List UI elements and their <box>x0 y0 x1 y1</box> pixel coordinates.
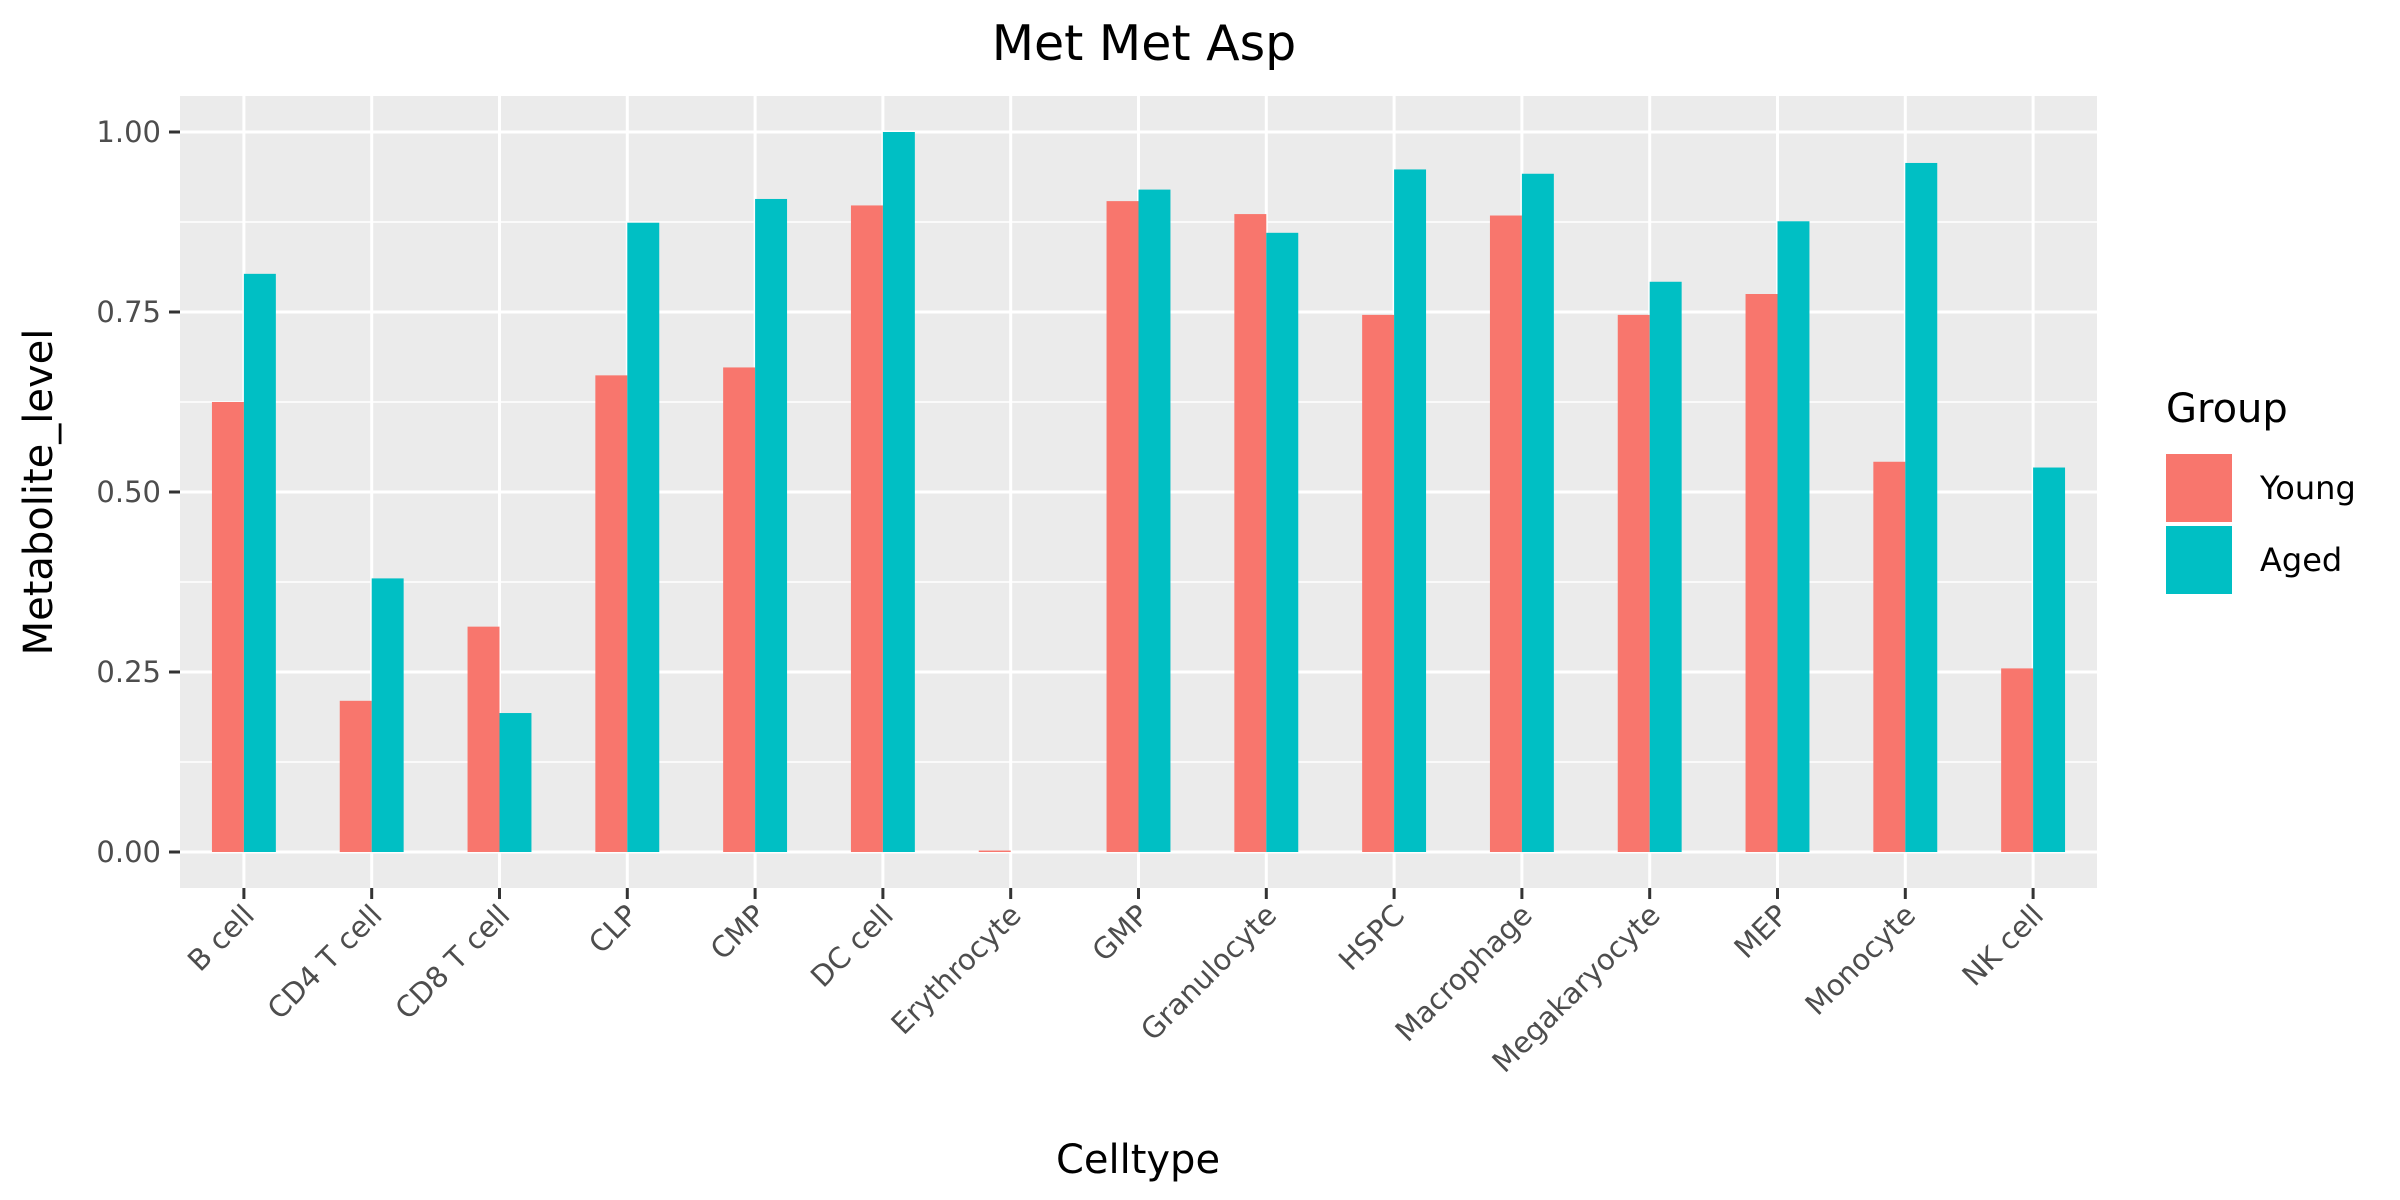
bar-young <box>1745 294 1778 852</box>
x-tick-label: CD4 T cell <box>261 898 389 1026</box>
bar-young <box>1362 314 1395 852</box>
bar-young <box>723 367 756 852</box>
bar-aged <box>1138 189 1171 853</box>
bar-young <box>1106 201 1139 852</box>
bar-aged <box>1777 221 1810 852</box>
x-tick-label: Erythrocyte <box>884 898 1027 1041</box>
bar-young <box>850 205 883 852</box>
bar-aged <box>2033 467 2066 852</box>
legend-key-young <box>2166 454 2232 522</box>
y-tick-label: 0.75 <box>96 295 161 329</box>
legend-title: Group <box>2166 386 2288 432</box>
x-tick-label: Granulocyte <box>1134 898 1283 1047</box>
legend-key-aged <box>2166 526 2232 594</box>
bar-young <box>1234 214 1267 852</box>
bar-young <box>978 850 1011 852</box>
bar-young <box>467 626 500 852</box>
bar-aged <box>755 198 788 852</box>
x-tick-label: CLP <box>582 898 644 960</box>
bar-aged <box>627 222 660 853</box>
bar-aged <box>243 273 276 853</box>
bar-aged <box>1649 281 1682 852</box>
bar-aged <box>1394 169 1427 852</box>
x-axis-title: Celltype <box>1056 1137 1220 1183</box>
x-tick-label: CD8 T cell <box>388 898 516 1026</box>
x-tick-label: HSPC <box>1332 898 1411 977</box>
legend-label-aged: Aged <box>2260 541 2342 579</box>
bar-young <box>339 700 372 852</box>
chart-title: Met Met Asp <box>992 15 1297 72</box>
x-tick-label: DC cell <box>804 898 900 994</box>
bar-young <box>1617 314 1650 852</box>
bar-aged <box>371 578 404 852</box>
x-tick-label: Monocyte <box>1798 898 1922 1022</box>
bar-aged <box>499 713 532 852</box>
y-tick-label: 0.50 <box>96 475 161 509</box>
legend-label-young: Young <box>2259 469 2356 507</box>
y-tick-label: 0.00 <box>96 835 161 869</box>
x-tick-label: GMP <box>1085 898 1155 968</box>
bar-aged <box>1521 173 1554 852</box>
y-tick-label: 0.25 <box>96 655 161 689</box>
y-tick-label: 1.00 <box>96 115 161 149</box>
bar-aged <box>882 132 915 852</box>
bar-young <box>1489 215 1522 852</box>
bar-young <box>211 402 244 852</box>
y-axis: 0.00 0.25 0.50 0.75 1.00 <box>96 115 180 869</box>
bars <box>211 132 2066 853</box>
x-tick-label: B cell <box>181 898 261 978</box>
x-tick-label: CMP <box>704 898 772 966</box>
x-axis: B cell CD4 T cell CD8 T cell CLP CMP DC cellE… <box>181 888 2050 1079</box>
bar-aged <box>1266 232 1299 853</box>
bar-young <box>1873 461 1906 852</box>
y-axis-title: Metabolite_level <box>16 329 62 656</box>
bar-aged <box>1905 162 1938 852</box>
bar-young <box>2001 668 2034 852</box>
x-tick-label: NK cell <box>1955 898 2050 993</box>
legend: Group Young Aged <box>2166 386 2356 594</box>
bar-young <box>595 375 628 852</box>
x-tick-label: MEP <box>1727 898 1794 965</box>
